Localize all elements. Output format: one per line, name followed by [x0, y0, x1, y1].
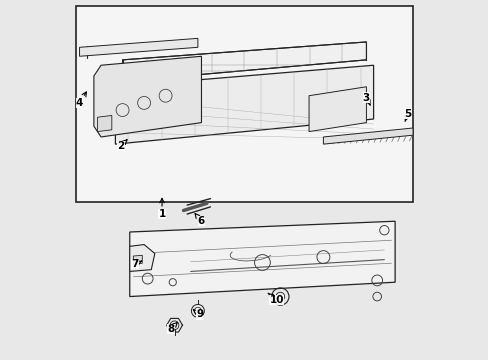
Text: 7: 7: [131, 259, 142, 269]
Polygon shape: [97, 116, 112, 132]
Text: 2: 2: [117, 140, 127, 151]
Polygon shape: [129, 221, 394, 297]
Text: 5: 5: [403, 109, 410, 122]
Polygon shape: [129, 244, 155, 271]
Polygon shape: [115, 65, 373, 144]
Text: 1: 1: [158, 198, 165, 219]
Polygon shape: [122, 42, 366, 81]
Text: 3: 3: [362, 93, 369, 105]
Text: 10: 10: [267, 293, 284, 305]
Polygon shape: [308, 87, 366, 132]
Text: 9: 9: [193, 310, 203, 319]
Text: 8: 8: [167, 323, 177, 334]
Polygon shape: [323, 128, 412, 144]
Text: 4: 4: [76, 92, 86, 108]
Bar: [76, 6, 412, 202]
Polygon shape: [94, 56, 201, 137]
Polygon shape: [80, 39, 198, 56]
Text: 6: 6: [195, 213, 204, 226]
Polygon shape: [133, 255, 142, 264]
